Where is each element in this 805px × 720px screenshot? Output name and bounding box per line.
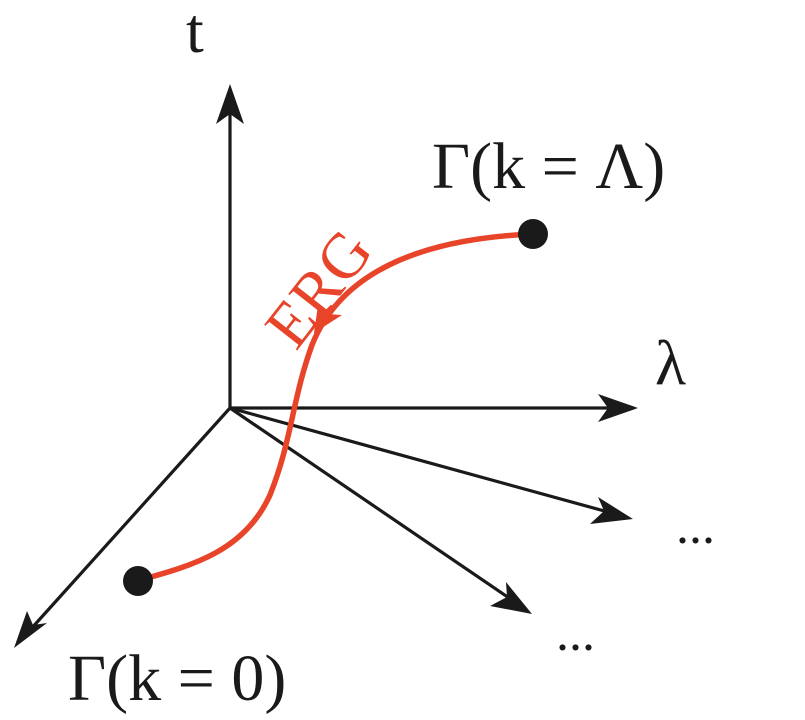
t-axis-label: t bbox=[186, 0, 204, 66]
t-axis bbox=[216, 84, 244, 408]
start-point-dot bbox=[518, 219, 548, 249]
diagonal-axis bbox=[14, 406, 232, 648]
end-point-dot bbox=[123, 566, 153, 596]
erg-flow-label: ERG bbox=[251, 216, 386, 361]
flow-arrowhead bbox=[314, 305, 342, 333]
end-point-label: Γ(k = 0) bbox=[68, 642, 286, 715]
erg-flow-curve bbox=[137, 231, 536, 583]
ellipsis-upper: ... bbox=[676, 498, 715, 555]
start-point-label: Γ(k = Λ) bbox=[432, 130, 665, 203]
coupling-axis-lower bbox=[229, 406, 532, 614]
lambda-axis-label: λ bbox=[655, 327, 686, 398]
ellipsis-lower: ... bbox=[556, 605, 595, 662]
